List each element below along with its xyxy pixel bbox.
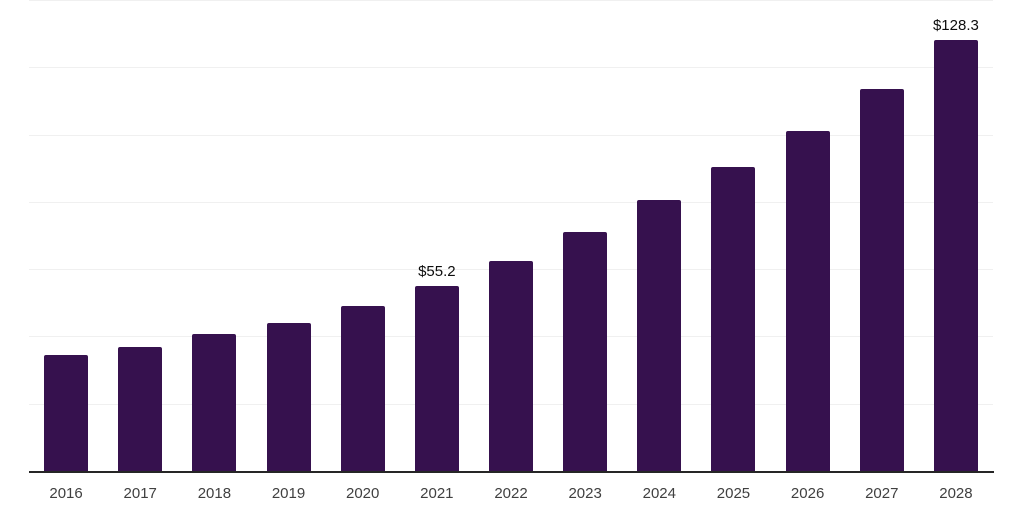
data-label-2021: $55.2 [418, 263, 456, 281]
data-label-2028: $128.3 [932, 17, 979, 35]
bar-2022 [489, 261, 533, 472]
bar-2016 [44, 355, 89, 472]
bar-2026 [785, 130, 830, 472]
gridline-100 [29, 134, 993, 136]
x-tick-label-2017: 2017 [123, 485, 157, 502]
x-axis-line [29, 471, 994, 473]
x-tick-label-2022: 2022 [494, 485, 528, 502]
x-tick-label-2016: 2016 [49, 485, 83, 502]
bar-2028 [933, 40, 978, 472]
bar-2027 [859, 89, 904, 472]
x-tick-label-2023: 2023 [568, 485, 602, 502]
bar-2020 [340, 305, 385, 472]
x-tick-label-2025: 2025 [716, 485, 751, 502]
x-tick-label-2027: 2027 [865, 485, 899, 502]
bar-2018 [192, 334, 237, 472]
x-tick-label-2019: 2019 [271, 485, 306, 502]
bar-2024 [637, 199, 682, 472]
x-tick-label-2018: 2018 [197, 485, 232, 502]
bar-2019 [266, 322, 311, 472]
x-tick-label-2028: 2028 [939, 485, 973, 502]
bar-2025 [711, 167, 756, 472]
x-tick-label-2021: 2021 [420, 485, 454, 502]
bar-2017 [118, 346, 163, 472]
x-tick-label-2026: 2026 [790, 485, 825, 502]
bar-2021 [414, 286, 459, 472]
x-tick-label-2020: 2020 [346, 485, 380, 502]
x-tick-label-2024: 2024 [642, 485, 676, 502]
gridline-80 [29, 201, 993, 203]
gridline-140 [29, 0, 993, 1]
gridline-120 [29, 67, 993, 69]
bar-2023 [563, 232, 608, 472]
